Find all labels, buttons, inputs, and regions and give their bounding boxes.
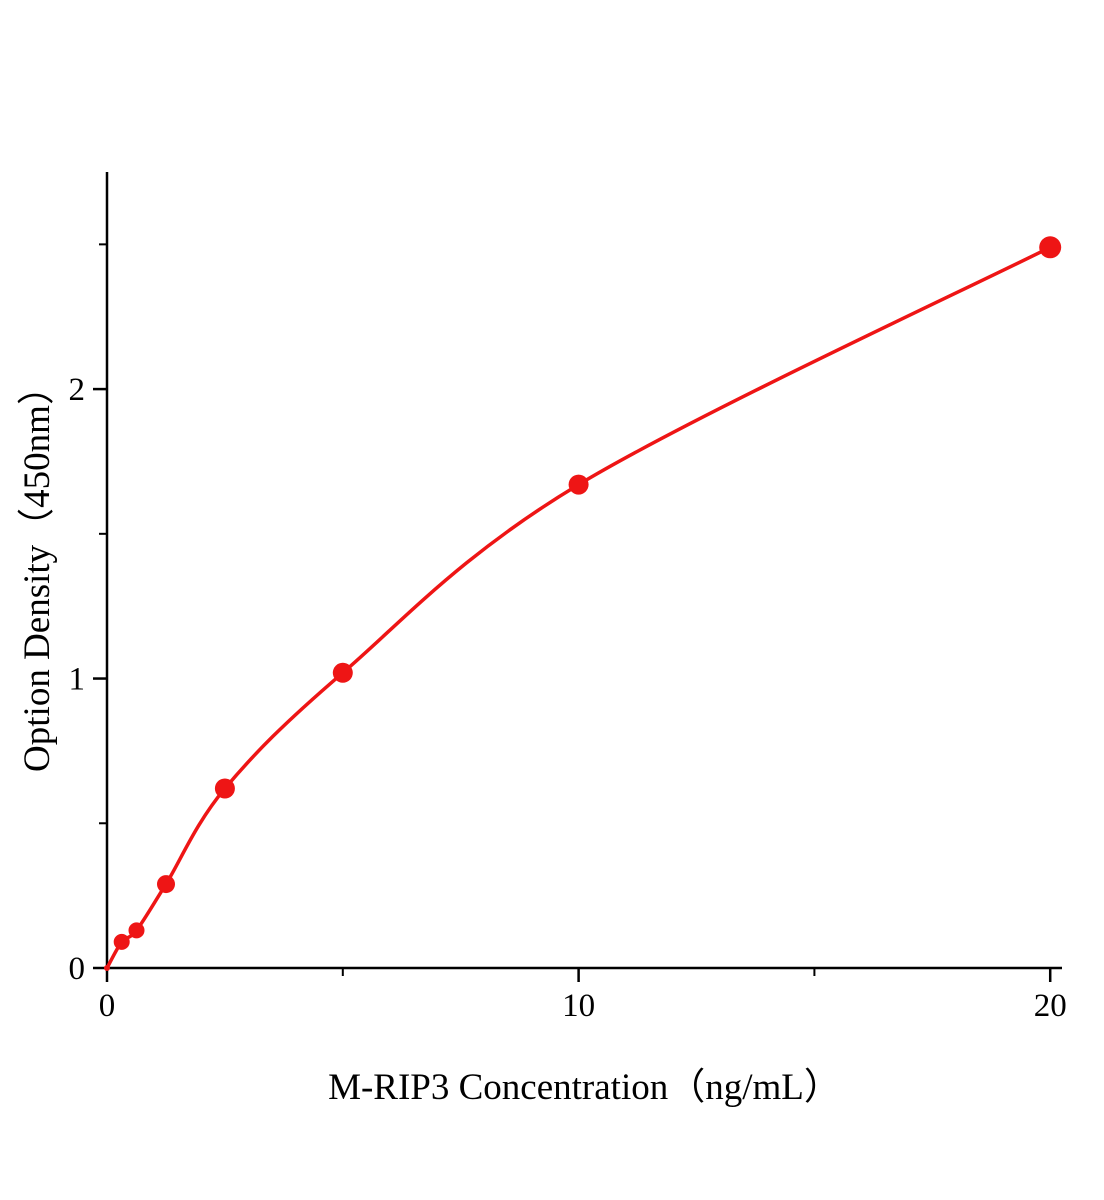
y-axis-title: Option Density（450nm） — [17, 368, 58, 772]
data-point — [104, 965, 110, 971]
data-point — [568, 474, 589, 495]
data-point — [128, 922, 145, 939]
x-tick-label: 10 — [562, 988, 595, 1024]
data-point — [214, 778, 235, 799]
standard-curve-line — [105, 245, 1052, 970]
data-point — [332, 662, 353, 683]
x-axis-title: M-RIP3 Concentration（ng/mL） — [328, 1067, 841, 1108]
data-point — [157, 875, 175, 894]
y-tick-label: 0 — [69, 951, 86, 987]
data-point — [1039, 236, 1062, 259]
data-point — [113, 933, 130, 950]
y-tick-label: 1 — [69, 662, 86, 698]
y-tick-label: 2 — [69, 372, 86, 408]
x-tick-label: 0 — [99, 988, 116, 1024]
x-tick-label: 20 — [1034, 988, 1067, 1024]
